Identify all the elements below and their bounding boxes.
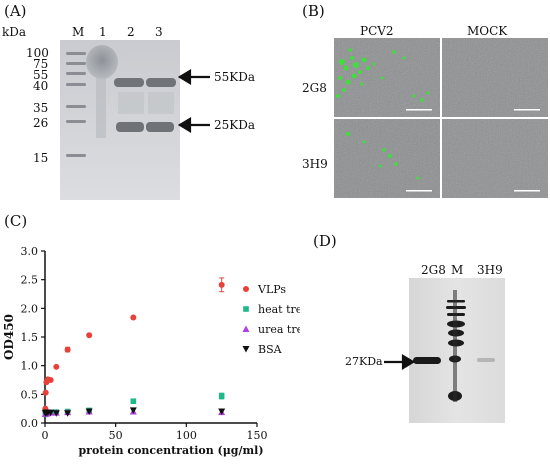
x-tick-label: 50 xyxy=(109,429,123,442)
sds-gel xyxy=(60,40,180,200)
gel-marker-label: 35 xyxy=(33,101,49,115)
legend-marker xyxy=(242,325,250,332)
legend-label: urea treatment xyxy=(258,323,300,336)
panel-a-label: (A) xyxy=(4,2,27,20)
data-point xyxy=(218,393,225,399)
data-point xyxy=(86,332,93,339)
data-point xyxy=(53,363,60,370)
x-tick-label: 0 xyxy=(42,429,49,442)
gel-marker-label: 26 xyxy=(33,116,49,130)
fluorescence-grid xyxy=(334,38,548,198)
y-tick-label: 0.0 xyxy=(21,417,39,430)
x-tick-label: 150 xyxy=(247,429,268,442)
legend-label: BSA xyxy=(258,343,283,356)
y-tick-label: 1.0 xyxy=(21,360,39,373)
gel-marker-label: 40 xyxy=(33,79,49,93)
legend-label: heat treatment xyxy=(258,303,300,316)
wb-lane-label: M xyxy=(451,263,464,277)
y-tick-label: 0.5 xyxy=(21,388,39,401)
gel-marker-label: 55 xyxy=(33,68,49,82)
gel-lane-label: 3 xyxy=(155,25,163,39)
data-point xyxy=(130,314,137,321)
wb-arrow-label: 27KDa xyxy=(345,355,383,368)
wb-lane-label: 2G8 xyxy=(421,263,446,277)
data-point xyxy=(64,346,71,353)
gel-marker-label: 100 xyxy=(26,46,49,60)
y-axis-label: OD450 xyxy=(2,314,16,360)
data-point xyxy=(47,377,54,383)
wb-arrow xyxy=(384,354,414,370)
gel-lane-label: 1 xyxy=(99,25,107,39)
row-header-2g8: 2G8 xyxy=(302,81,327,95)
data-point xyxy=(64,410,72,417)
arrow-label-25: 25KDa xyxy=(214,118,256,132)
row-header-3h9: 3H9 xyxy=(302,157,328,171)
gel-lane-label: M xyxy=(72,25,85,39)
legend-marker xyxy=(243,306,249,312)
y-tick-label: 2.0 xyxy=(21,302,39,315)
data-point xyxy=(130,398,137,405)
gel-marker-label: 75 xyxy=(33,57,49,71)
y-tick-label: 2.5 xyxy=(21,274,39,287)
data-point xyxy=(129,407,137,414)
gel-arrows xyxy=(178,69,210,133)
western-blot xyxy=(409,278,505,423)
od450-scatter-chart: 0.0 0.5 1.0 1.5 2.0 2.5 3.0 0 50 100 150 OD450 prote… xyxy=(2,245,300,457)
col-header-pcv2: PCV2 xyxy=(360,24,394,38)
col-header-mock: MOCK xyxy=(467,24,508,38)
arrow-label-55: 55KDa xyxy=(214,70,256,84)
panel-b-label: (B) xyxy=(302,2,325,20)
gel-marker-label: 15 xyxy=(33,151,49,165)
panel-d-label: (D) xyxy=(313,232,337,250)
legend-label: VLPs xyxy=(257,283,286,296)
legend-marker xyxy=(243,286,249,292)
data-point xyxy=(218,281,225,288)
data-point xyxy=(47,409,55,417)
panel-a-unit: kDa xyxy=(2,25,27,39)
gel-lane-label: 2 xyxy=(127,25,135,39)
data-point xyxy=(52,410,60,417)
x-tick-label: 100 xyxy=(176,429,197,442)
data-point xyxy=(85,408,93,416)
data-point xyxy=(42,389,49,396)
data-point xyxy=(218,408,226,416)
wb-lane-label: 3H9 xyxy=(477,263,503,277)
y-tick-label: 1.5 xyxy=(21,331,39,344)
legend-marker xyxy=(242,346,250,353)
panel-c-label: (C) xyxy=(4,212,28,230)
y-tick-label: 3.0 xyxy=(21,245,39,258)
x-axis-label: protein concentration (μg/ml) xyxy=(78,444,263,457)
